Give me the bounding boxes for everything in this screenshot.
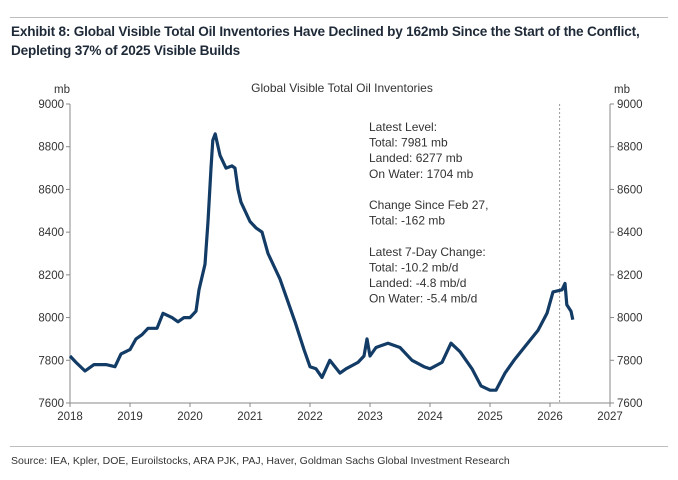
- exhibit-title: Exhibit 8: Global Visible Total Oil Inve…: [11, 24, 640, 58]
- y-tick-label-right: 7800: [617, 355, 643, 367]
- y-tick-label-right: 8000: [617, 313, 643, 325]
- x-tick-label: 2026: [537, 411, 563, 423]
- y-tick-label-left: 9000: [38, 99, 64, 111]
- annotation-line: Landed: -4.8 mb/d: [369, 276, 466, 290]
- y-tick-label-left: 8800: [38, 142, 64, 154]
- annotation-line: Landed: 6277 mb: [369, 151, 463, 165]
- y-axis-label-left: mb: [54, 84, 70, 96]
- annotation-line: Latest Level:: [369, 120, 437, 134]
- annotation-line: On Water: 1704 mb: [369, 167, 474, 181]
- chart-title: Global Visible Total Oil Inventories: [251, 81, 433, 95]
- x-tick-label: 2027: [597, 411, 623, 423]
- y-axis-label-right: mb: [614, 84, 630, 96]
- annotation-line: On Water: -5.4 mb/d: [369, 292, 477, 306]
- y-tick-label-right: 8600: [617, 184, 643, 196]
- annotation-line: Total: -10.2 mb/d: [369, 260, 458, 274]
- x-tick-label: 2023: [357, 411, 383, 423]
- y-tick-label-left: 8200: [38, 270, 64, 282]
- y-tick-label-left: 8600: [38, 184, 64, 196]
- y-tick-label-left: 8400: [38, 227, 64, 239]
- y-tick-label-right: 8400: [617, 227, 643, 239]
- annotation-line: Latest 7-Day Change:: [369, 245, 486, 259]
- y-tick-label-left: 8000: [38, 313, 64, 325]
- x-tick-label: 2021: [237, 411, 263, 423]
- source-note: Source: IEA, Kpler, DOE, Euroilstocks, A…: [11, 455, 510, 467]
- annotation-line: Total: -162 mb: [369, 214, 445, 228]
- x-tick-label: 2018: [57, 411, 83, 423]
- y-tick-label-left: 7800: [38, 355, 64, 367]
- x-tick-label: 2019: [117, 411, 143, 423]
- x-tick-label: 2024: [417, 411, 443, 423]
- y-tick-label-right: 8800: [617, 142, 643, 154]
- annotation-line: Total: 7981 mb: [369, 136, 448, 150]
- x-tick-label: 2020: [177, 411, 203, 423]
- bottom-rule: [10, 446, 668, 447]
- top-rule: [10, 17, 668, 18]
- x-tick-label: 2022: [297, 411, 323, 423]
- y-tick-label-right: 7600: [617, 398, 643, 410]
- x-tick-label: 2025: [477, 411, 503, 423]
- y-tick-label-right: 9000: [617, 99, 643, 111]
- y-tick-label-right: 8200: [617, 270, 643, 282]
- y-tick-label-left: 7600: [38, 398, 64, 410]
- inventory-series-line: [68, 132, 575, 392]
- annotation-line: Change Since Feb 27,: [369, 198, 488, 212]
- line-chart: Global Visible Total Oil Inventories mb …: [38, 81, 643, 423]
